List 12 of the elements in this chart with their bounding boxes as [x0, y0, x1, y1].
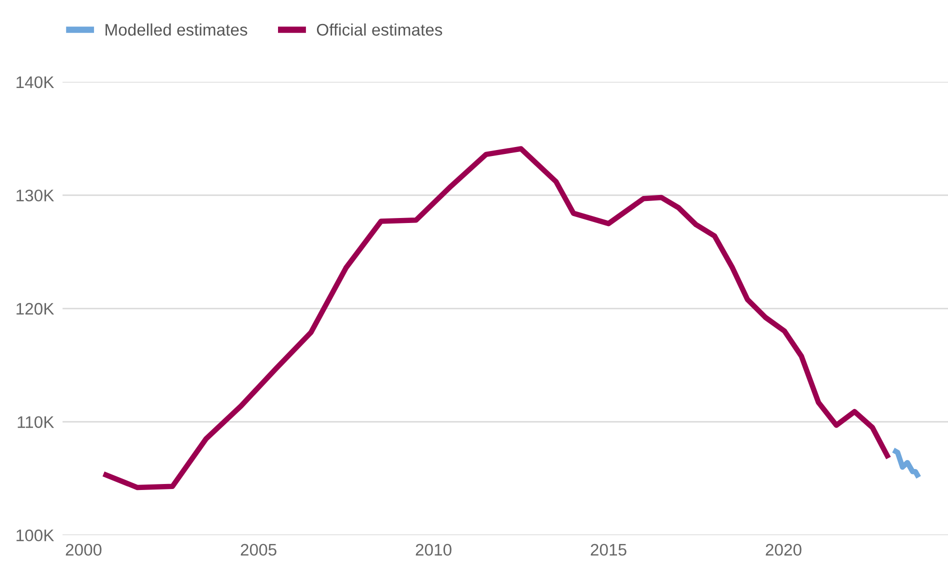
y-tick-label: 100K: [16, 530, 54, 542]
y-tick-label: 110K: [18, 416, 54, 428]
y-tick-label: 120K: [16, 302, 54, 315]
x-tick-label: 2015: [590, 544, 626, 556]
x-tick-label: 2000: [66, 544, 102, 556]
x-tick-label: 2010: [416, 544, 452, 556]
legend-label: Official estimates: [316, 23, 442, 36]
y-tick-label: 130K: [16, 190, 54, 202]
x-tick-label: 2005: [240, 544, 276, 556]
legend-label: Modelled estimates: [106, 23, 248, 36]
x-tick-label: 2020: [766, 544, 802, 556]
y-tick-label: 140K: [16, 76, 54, 88]
